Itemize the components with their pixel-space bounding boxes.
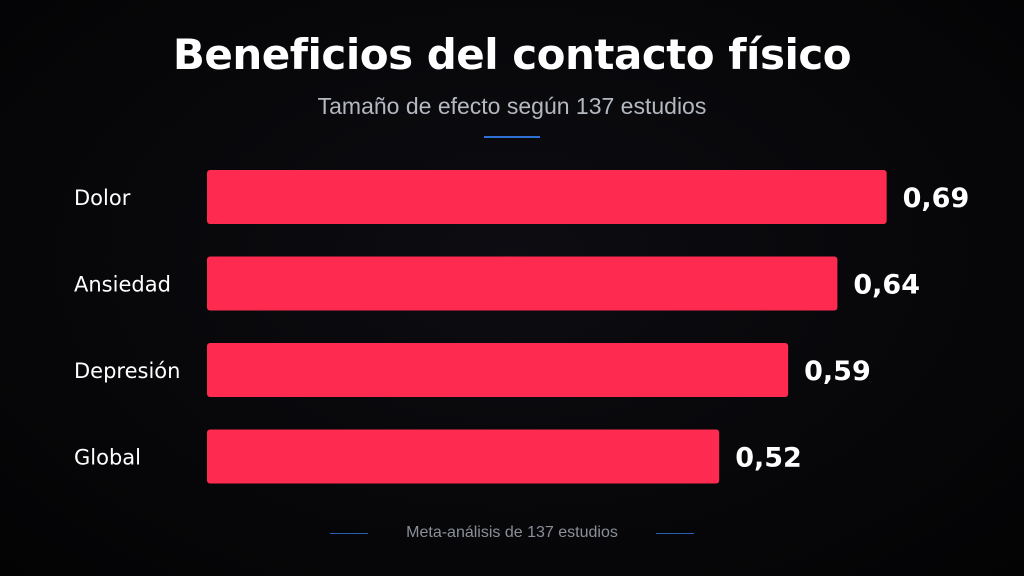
- value-label: 0,69: [903, 183, 970, 214]
- footer-line-left: [330, 533, 368, 534]
- title-underline: [484, 136, 540, 138]
- page-title: Beneficios del contacto físico: [172, 30, 852, 79]
- value-label: 0,59: [804, 356, 871, 387]
- bar: [207, 429, 720, 484]
- bar: [207, 170, 887, 224]
- value-label: 0,64: [853, 270, 920, 301]
- category-label: Ansiedad: [74, 273, 171, 297]
- value-label: 0,52: [735, 443, 802, 474]
- category-label: Dolor: [74, 186, 131, 210]
- page-subtitle: Tamaño de efecto según 137 estudios: [317, 93, 707, 119]
- bar: [207, 256, 838, 311]
- footer-note: Meta-análisis de 137 estudios: [406, 524, 618, 541]
- category-label: Global: [74, 446, 141, 470]
- footer-line-right: [656, 533, 694, 534]
- category-label: Depresión: [74, 359, 180, 383]
- bar: [207, 343, 789, 397]
